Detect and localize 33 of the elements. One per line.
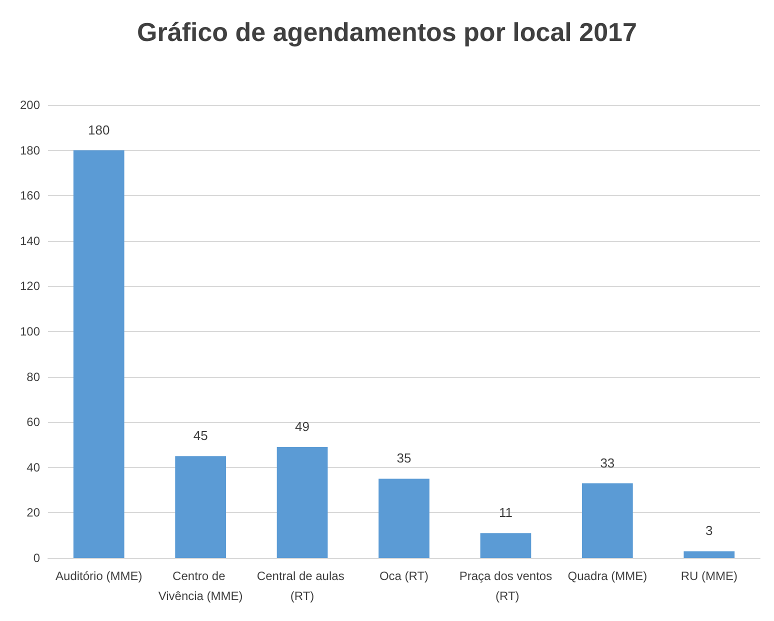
data-label: 33 [600, 455, 615, 470]
x-tick-label: Praça dos ventos (RT) [459, 569, 552, 603]
x-tick-label: Oca (RT) [379, 569, 429, 583]
bar [175, 456, 226, 558]
y-tick-label: 120 [20, 279, 40, 294]
chart-title: Gráfico de agendamentos por local 2017 [137, 17, 637, 47]
y-tick-label: 200 [20, 98, 40, 112]
x-tick-label: Quadra (MME) [568, 569, 648, 583]
y-tick-label: 20 [26, 506, 40, 520]
y-tick-label: 180 [20, 143, 40, 158]
data-label: 45 [193, 428, 208, 444]
y-tick-label: 40 [26, 460, 40, 474]
y-tick-label: 80 [26, 370, 40, 384]
data-label: 180 [88, 122, 110, 138]
x-tick-label: Auditório (MME) [56, 569, 142, 583]
bar [582, 483, 633, 558]
data-label: 11 [498, 505, 512, 520]
y-tick-label: 140 [20, 234, 40, 248]
x-tick-label: RU (MME) [680, 569, 738, 583]
x-tick-label: Central de aulas (RT) [256, 569, 348, 603]
bar [684, 551, 735, 558]
bar [73, 150, 124, 558]
y-tick-label: 160 [20, 188, 40, 203]
y-tick-label: 100 [20, 324, 40, 338]
y-tick-label: 0 [33, 551, 40, 565]
y-tick-label: 60 [26, 415, 40, 430]
data-label: 35 [396, 450, 412, 466]
data-label: 49 [295, 419, 310, 434]
bar [480, 533, 532, 558]
bar [276, 447, 328, 558]
data-label: 3 [706, 523, 713, 538]
bar [378, 478, 430, 558]
x-tick-label: Centro de Vivência (MME) [158, 569, 243, 603]
